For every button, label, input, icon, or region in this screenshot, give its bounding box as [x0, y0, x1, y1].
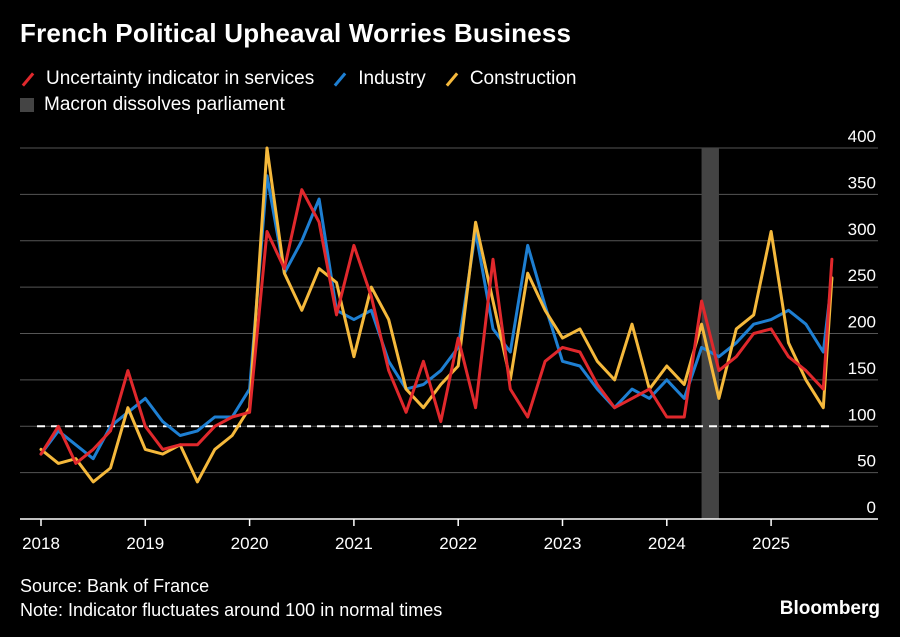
- footnote: Note: Indicator fluctuates around 100 in…: [20, 600, 443, 620]
- x-tick-label-2023: 2023: [544, 534, 582, 553]
- legend-swatch-event: [20, 98, 34, 112]
- legend: Uncertainty indicator in services Indust…: [20, 66, 594, 118]
- y-tick-label-150: 150: [848, 359, 876, 378]
- x-tick-label-2020: 2020: [231, 534, 269, 553]
- legend-label-industry: Industry: [358, 68, 426, 89]
- legend-label-services: Uncertainty indicator in services: [46, 68, 315, 89]
- x-tick-label-2021: 2021: [335, 534, 373, 553]
- y-tick-label-400: 400: [848, 127, 876, 146]
- series-layer: [39, 146, 834, 484]
- axis-layer: 0 50 100 150 200 250 300 350 400 2018 2019 2020 2021…: [20, 127, 878, 553]
- y-tick-label-300: 300: [848, 220, 876, 239]
- legend-item-services: Uncertainty indicator in services: [20, 68, 314, 90]
- y-tick-label-250: 250: [848, 266, 876, 285]
- bloomberg-logo: Bloomberg: [779, 598, 880, 619]
- legend-label-event: Macron dissolves parliament: [44, 94, 285, 115]
- grid-layer: [20, 147, 878, 474]
- legend-item-industry: Industry: [332, 68, 426, 90]
- source-note: Source: Bank of France: [20, 576, 210, 596]
- y-tick-label-100: 100: [848, 405, 876, 424]
- legend-item-construction: Construction: [444, 68, 577, 90]
- x-tick-label-2018: 2018: [22, 534, 60, 553]
- y-tick-label-50: 50: [857, 452, 876, 471]
- chart-title: French Political Upheaval Worries Busine…: [20, 18, 572, 48]
- x-tick-label-2025: 2025: [752, 534, 790, 553]
- y-tick-label-0: 0: [867, 498, 876, 517]
- series-line-services: [39, 188, 834, 465]
- legend-row-event: Macron dissolves parliament: [20, 92, 594, 118]
- x-tick-label-2024: 2024: [648, 534, 686, 553]
- series-line-construction: [39, 146, 834, 484]
- x-tick-label-2022: 2022: [439, 534, 477, 553]
- legend-label-construction: Construction: [469, 68, 577, 89]
- legend-row-series: Uncertainty indicator in services Indust…: [20, 66, 594, 92]
- y-tick-label-200: 200: [848, 313, 876, 332]
- y-tick-label-350: 350: [848, 173, 876, 192]
- x-tick-label-2019: 2019: [126, 534, 164, 553]
- legend-item-event: Macron dissolves parliament: [20, 94, 285, 116]
